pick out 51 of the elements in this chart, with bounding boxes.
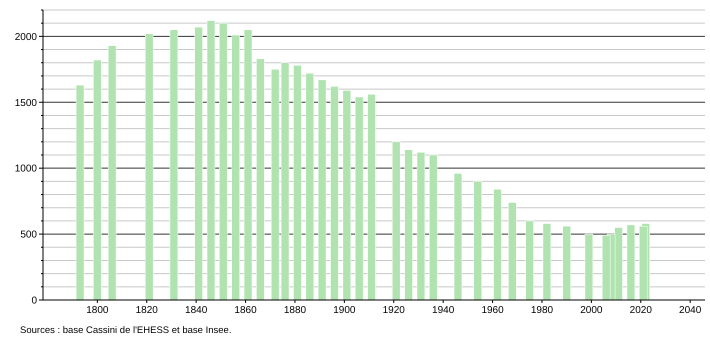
bar: [562, 226, 571, 300]
bar: [404, 149, 413, 300]
bar: [454, 173, 462, 300]
bar: [584, 234, 594, 300]
bar: [76, 84, 84, 300]
bar: [626, 224, 636, 300]
bar: [525, 220, 534, 300]
x-tick-label: 1940: [432, 305, 455, 316]
x-tick-label: 1800: [86, 305, 109, 316]
bar: [542, 223, 552, 300]
bar: [108, 45, 116, 300]
x-tick-label: 1820: [136, 305, 158, 316]
bar: [219, 22, 228, 300]
bar: [306, 73, 314, 300]
x-tick-label: 1960: [481, 305, 504, 316]
bar: [244, 30, 252, 300]
x-tick-label: 2000: [580, 305, 603, 316]
bar: [367, 94, 376, 300]
bar: [474, 181, 482, 300]
y-tick-label: 1500: [14, 98, 38, 109]
bar: [170, 30, 178, 300]
x-tick-label: 1860: [234, 305, 258, 316]
bar: [429, 154, 438, 300]
bar: [508, 202, 517, 300]
y-tick-label: 2000: [14, 32, 38, 43]
source-note: Sources : base Cassini de l'EHESS et base Insee.: [20, 325, 232, 336]
bar: [256, 58, 265, 300]
bar: [416, 152, 426, 300]
x-tick-label: 1840: [185, 305, 208, 316]
bar: [392, 142, 400, 300]
y-tick-label: 500: [20, 230, 38, 241]
x-tick-label: 1900: [333, 305, 356, 316]
bar: [318, 80, 326, 300]
bar: [145, 33, 154, 300]
x-tick-label: 1920: [382, 305, 406, 316]
y-tick-label: 0: [31, 296, 38, 306]
bar: [342, 90, 352, 300]
bar: [293, 65, 302, 300]
bar: [231, 34, 240, 300]
bar: [354, 96, 364, 300]
x-tick-label: 2020: [630, 305, 652, 316]
bar: [194, 26, 203, 300]
x-tick-label: 2040: [679, 305, 702, 316]
y-tick-label: 1000: [14, 164, 38, 175]
x-tick-label: 1880: [284, 305, 307, 316]
bar: [493, 189, 502, 300]
bar: [206, 20, 216, 300]
bar: [93, 60, 102, 300]
bar: [330, 86, 339, 300]
x-tick-label: 1980: [530, 305, 554, 316]
bar: [639, 226, 648, 300]
